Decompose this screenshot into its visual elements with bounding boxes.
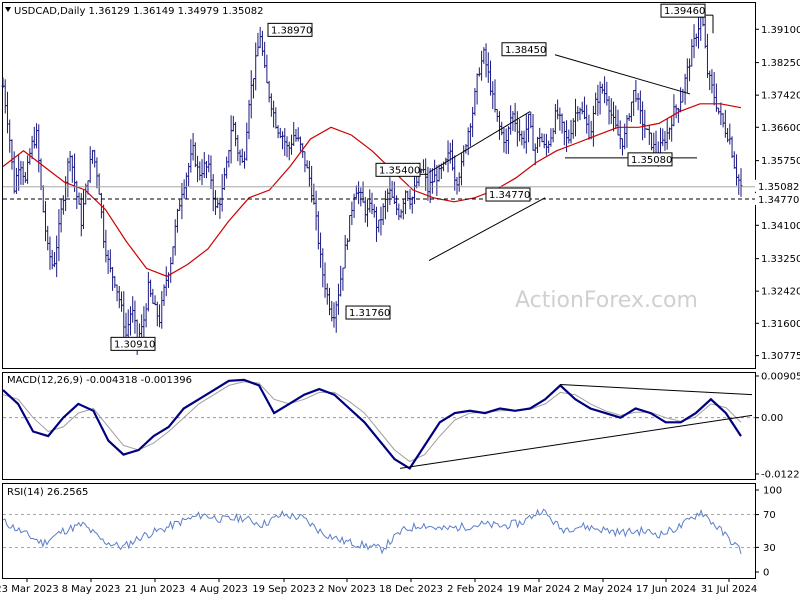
rsi-title: RSI(14) 26.2565 xyxy=(7,487,88,498)
time-tick-label: 23 Mar 2023 xyxy=(0,584,59,595)
time-axis: 23 Mar 2023 8 May 2023 21 Jun 2023 4 Aug 20… xyxy=(0,578,757,595)
price-tick-label: 1.36600 xyxy=(761,123,800,134)
support-price-box xyxy=(755,193,797,206)
time-tick-label: 19 Sep 2023 xyxy=(252,584,315,595)
current-price-box xyxy=(755,179,797,192)
price-tick-label: 1.33250 xyxy=(761,254,800,265)
macd-tick-label: 0.009055 xyxy=(761,371,800,382)
rsi-tick-label: 100 xyxy=(763,486,782,497)
time-tick-label: 17 Jun 2024 xyxy=(636,584,696,595)
price-tick-label: 1.38250 xyxy=(761,58,800,69)
time-tick-label: 19 Mar 2024 xyxy=(507,584,570,595)
price-label-box xyxy=(110,336,156,351)
time-tick-label: 4 Aug 2023 xyxy=(190,584,248,595)
price-header: USDCAD,Daily 1.36129 1.36149 1.34979 1.3… xyxy=(5,6,264,17)
price-label-box xyxy=(627,152,673,167)
rsi-axis: 100 70 30 0 xyxy=(3,486,782,579)
time-tick-label: 2 May 2024 xyxy=(574,584,633,595)
rsi-line xyxy=(2,508,742,555)
rsi-lines xyxy=(2,508,742,555)
price-label-box xyxy=(345,305,391,320)
macd-pane xyxy=(2,372,756,480)
macd-axis: 0.009055 0.00 -0.012209 xyxy=(3,371,800,480)
macd-title: MACD(12,26,9) -0.004318 -0.001396 xyxy=(7,375,192,386)
channel-upper-line xyxy=(428,111,531,173)
moving-average xyxy=(2,103,742,277)
price-tick-label: 1.37420 xyxy=(761,91,800,102)
price-label-text: 1.38450 xyxy=(505,45,546,56)
rsi-tick-label: 70 xyxy=(763,510,776,521)
price-label-text: 1.30910 xyxy=(114,339,155,350)
macd-line xyxy=(2,378,742,470)
rsi-tick-label: 30 xyxy=(763,543,776,554)
price-tick-label: 1.31600 xyxy=(761,319,800,330)
price-label-box xyxy=(267,22,313,37)
time-tick-label: 31 Jul 2024 xyxy=(701,584,758,595)
macd-falling-trendline xyxy=(559,384,753,396)
rsi-tick-label: 0 xyxy=(763,568,769,579)
price-label-text: 1.31760 xyxy=(349,308,390,319)
price-title: USDCAD,Daily 1.36129 1.36149 1.34979 1.3… xyxy=(14,6,264,17)
watermark: ActionForex.com xyxy=(515,288,698,313)
price-bars xyxy=(1,5,743,355)
time-tick-label: 8 May 2023 xyxy=(62,584,121,595)
price-tick-label: 1.34100 xyxy=(761,221,800,232)
macd-rising-trendline xyxy=(399,414,753,469)
macd-tick-label: -0.012209 xyxy=(761,469,800,480)
triangle-upper-line xyxy=(554,54,691,95)
price-label-text: 1.39460 xyxy=(664,6,705,17)
time-tick-label: 2 Nov 2023 xyxy=(318,584,376,595)
price-label-text: 1.38970 xyxy=(271,25,312,36)
ma-line xyxy=(2,103,742,277)
price-tick-label: 1.32420 xyxy=(761,287,800,298)
time-tick-label: 2 Feb 2024 xyxy=(447,584,503,595)
price-label-box xyxy=(660,3,706,18)
time-tick-label: 21 Jun 2023 xyxy=(125,584,185,595)
price-tick-label: 1.30775 xyxy=(761,351,800,362)
price-tick-label: 1.39100 xyxy=(761,25,800,36)
price-label-box xyxy=(375,162,421,177)
channel-lower-line xyxy=(428,197,546,262)
price-axis: 1.39100 1.38250 1.37420 1.36600 1.35750 1.341… xyxy=(755,25,800,362)
collapse-triangle-icon xyxy=(5,7,11,12)
support-price-text: 1.34770 xyxy=(758,195,799,206)
price-tick-label: 1.35750 xyxy=(761,156,800,167)
macd-tick-label: 0.00 xyxy=(761,413,783,424)
price-label-box xyxy=(485,187,531,202)
macd-lines xyxy=(2,378,753,470)
price-labels: 1.38970 1.30910 1.35400 1.31760 1.38450 1.347… xyxy=(110,3,799,351)
price-label-text: 1.34770 xyxy=(489,190,530,201)
macd-signal-line xyxy=(2,381,742,463)
current-price-text: 1.35082 xyxy=(758,182,799,193)
price-label-text: 1.35400 xyxy=(379,165,420,176)
time-tick-label: 18 Dec 2023 xyxy=(379,584,443,595)
price-label-text: 1.35080 xyxy=(631,155,672,166)
price-label-box xyxy=(501,42,547,57)
